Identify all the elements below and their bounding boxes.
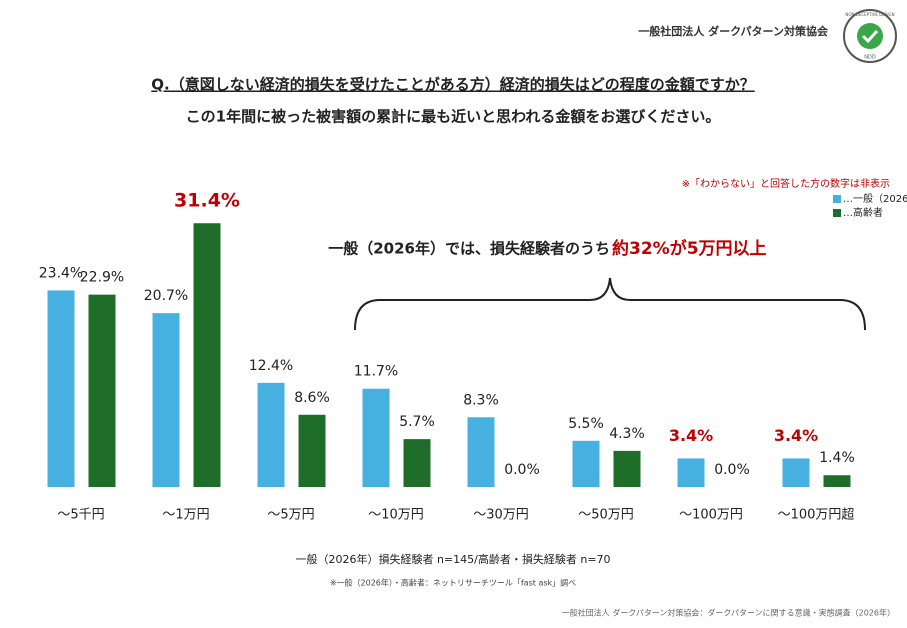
- footer: 一般社団法人 ダークパターン対策協会：ダークパターンに関する意識・実態調査（20…: [562, 608, 895, 618]
- bar: [152, 313, 180, 487]
- x-tick-label: ～5万円: [267, 508, 314, 523]
- bar: [823, 475, 851, 487]
- source-note: ※一般（2026年）・高齢者：ネットリサーチツール「fast ask」調べ: [330, 578, 576, 588]
- value-label: 3.4%: [669, 426, 713, 445]
- value-label: 5.5%: [568, 416, 604, 432]
- bar: [467, 417, 495, 487]
- value-label: 4.3%: [609, 426, 645, 442]
- value-label: 0.0%: [714, 462, 750, 478]
- sample-note: 一般（2026年）損失経験者 n=145/高齢者・損失経験者 n=70: [295, 552, 610, 566]
- value-label: 8.3%: [463, 392, 499, 408]
- value-label: 23.4%: [39, 265, 83, 281]
- bar: [403, 439, 431, 487]
- value-label: 11.7%: [354, 364, 398, 380]
- bar: [298, 414, 326, 487]
- x-tick-label: ～100万円超: [778, 508, 855, 523]
- value-label: 20.7%: [144, 288, 188, 304]
- value-label: 1.4%: [819, 450, 855, 466]
- bar: [257, 382, 285, 487]
- x-tick-label: ～50万円: [578, 508, 634, 523]
- badge: [843, 9, 897, 63]
- x-tick-label: ～10万円: [368, 508, 424, 523]
- note: ※「わからない」と回答した方の数字は非表示: [682, 177, 890, 190]
- x-tick-label: ～30万円: [473, 508, 529, 523]
- legend-swatch: [833, 195, 841, 203]
- value-label: 8.6%: [294, 390, 330, 406]
- x-tick-label: ～100万円: [679, 508, 743, 523]
- annotation: 一般（2026年）では、損失経験者のうち: [328, 240, 610, 258]
- annotation-highlight: 約32%が5万円以上: [612, 238, 767, 259]
- value-label: 31.4%: [174, 190, 240, 212]
- value-label: 0.0%: [504, 462, 540, 478]
- bar: [193, 223, 221, 488]
- badge-check: [857, 23, 883, 49]
- organization: 一般社団法人 ダークパターン対策協会: [638, 24, 829, 38]
- value-label: 3.4%: [774, 426, 818, 445]
- value-label: 12.4%: [249, 358, 293, 374]
- question-line1: Q.（意図しない経済的損失を受けたことがある方）経済的損失はどの程度の金額ですか…: [151, 76, 754, 94]
- badge-ring: NON DECEPTIVE DESIGN: [845, 12, 894, 17]
- x-tick-label: ～5千円: [57, 508, 104, 523]
- bar: [613, 450, 641, 487]
- check-icon: [861, 29, 879, 44]
- value-label: 5.7%: [399, 414, 435, 430]
- bar: [572, 440, 600, 487]
- value-label: 22.9%: [80, 270, 124, 286]
- bar: [677, 458, 705, 487]
- legend-label: …高齢者: [843, 206, 883, 219]
- bar: [362, 388, 390, 487]
- x-tick-label: ～1万円: [162, 508, 209, 523]
- bar: [47, 290, 75, 487]
- legend-swatch: [833, 209, 841, 217]
- brace: [354, 277, 866, 331]
- bar: [88, 294, 116, 487]
- bar: [782, 458, 810, 487]
- badge-code: NDD: [864, 55, 876, 61]
- question-line2: この1年間に被った被害額の累計に最も近いと思われる金額をお選びください。: [186, 108, 721, 126]
- legend-label: …一般（2026年）: [843, 192, 907, 205]
